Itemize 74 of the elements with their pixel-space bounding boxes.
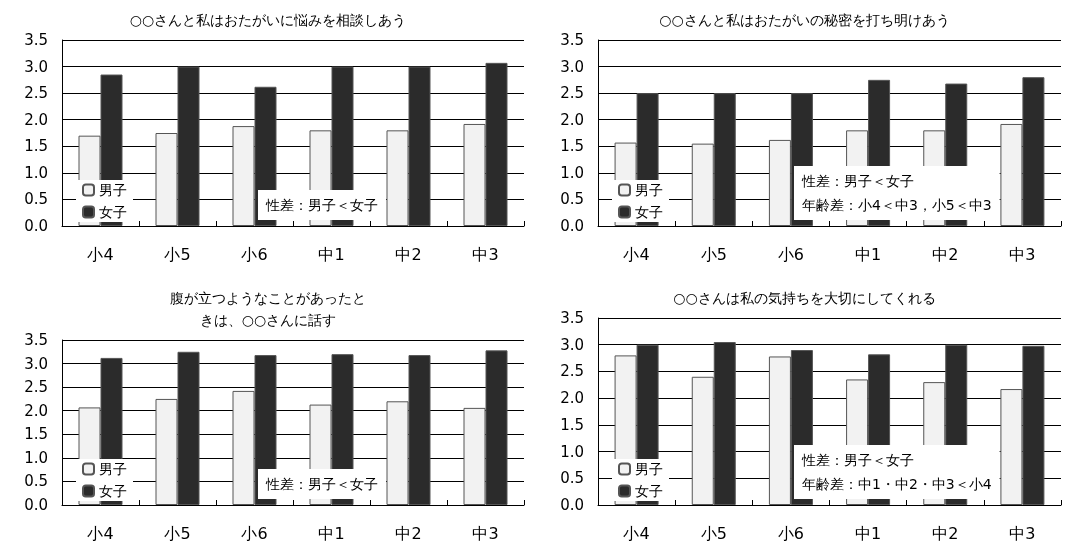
x-tick-label: 小4 xyxy=(623,523,650,543)
y-tick-label: 3.5 xyxy=(560,309,584,327)
chart-title: ○○さんと私はおたがいの秘密を打ち明けあう xyxy=(659,12,950,28)
y-tick-label: 2.0 xyxy=(560,389,584,408)
y-tick-label: 2.0 xyxy=(24,110,48,129)
y-tick-label: 1.0 xyxy=(560,442,584,461)
y-tick-label: 0.0 xyxy=(24,496,48,514)
y-tick-label: 1.0 xyxy=(24,448,48,467)
y-tick-label: 1.0 xyxy=(560,163,584,182)
legend-label: 男子 xyxy=(99,182,127,198)
x-tick-label: 中1 xyxy=(854,523,882,543)
x-tick-label: 小4 xyxy=(623,244,650,264)
x-tick-label: 中2 xyxy=(395,523,422,543)
y-tick-label: 1.5 xyxy=(24,137,48,156)
x-tick-label: 中1 xyxy=(318,523,345,543)
y-tick-label: 0.5 xyxy=(24,190,48,209)
x-tick-label: 中1 xyxy=(318,244,345,264)
y-tick-label: 2.5 xyxy=(560,362,584,381)
legend-label: 女子 xyxy=(635,483,663,499)
legend-label: 男子 xyxy=(635,461,663,477)
x-tick-label: 中2 xyxy=(932,523,959,543)
x-tick-label: 小5 xyxy=(700,523,727,543)
x-tick-label: 小4 xyxy=(87,244,114,264)
y-tick-label: 1.5 xyxy=(24,425,48,444)
legend-label: 女子 xyxy=(99,483,127,499)
y-tick-label: 2.0 xyxy=(24,401,48,420)
x-tick-label: 中3 xyxy=(472,244,499,264)
x-tick-label: 中2 xyxy=(395,244,422,264)
x-tick-label: 小5 xyxy=(164,523,191,543)
x-tick-label: 中2 xyxy=(932,244,959,264)
chart-title: ○○さんと私はおたがいに悩みを相談しあう xyxy=(129,12,407,28)
x-tick-label: 小6 xyxy=(777,244,805,264)
y-tick-label: 2.0 xyxy=(560,110,584,129)
annotation: 年齢差：小4＜中3，小5＜中3 xyxy=(802,197,992,213)
legend-label: 男子 xyxy=(635,182,663,198)
x-tick-label: 小6 xyxy=(777,523,805,543)
annotation: 性差：男子＜女子 xyxy=(265,476,378,492)
y-tick-label: 1.0 xyxy=(24,163,48,182)
y-tick-label: 0.5 xyxy=(560,190,584,209)
y-tick-label: 1.5 xyxy=(560,137,584,156)
y-tick-label: 2.5 xyxy=(24,378,48,397)
annotation: 性差：男子＜女子 xyxy=(265,197,378,213)
y-tick-label: 3.5 xyxy=(560,31,584,49)
y-tick-label: 1.5 xyxy=(560,415,584,434)
x-tick-label: 小6 xyxy=(241,523,268,543)
y-tick-label: 3.0 xyxy=(560,57,584,76)
y-tick-label: 0.5 xyxy=(560,469,584,488)
annotation: 性差：男子＜女子 xyxy=(801,173,914,189)
legend-label: 女子 xyxy=(99,204,127,220)
x-tick-label: 中3 xyxy=(472,523,499,543)
y-tick-label: 3.5 xyxy=(24,31,48,49)
legend-label: 男子 xyxy=(99,461,127,477)
y-tick-label: 0.5 xyxy=(24,472,48,491)
annotation: 性差：男子＜女子 xyxy=(801,452,914,468)
y-tick-label: 3.0 xyxy=(24,57,48,76)
y-tick-label: 2.5 xyxy=(24,84,48,103)
legend-label: 女子 xyxy=(635,204,663,220)
y-tick-label: 3.5 xyxy=(24,331,48,349)
y-tick-label: 0.0 xyxy=(560,496,584,514)
x-tick-label: 小4 xyxy=(87,523,114,543)
chart-title: 腹が立つようなことがあったときは、○○さんに話す xyxy=(170,290,366,328)
x-tick-label: 中3 xyxy=(1009,244,1036,264)
x-tick-label: 小6 xyxy=(241,244,268,264)
y-tick-label: 3.0 xyxy=(560,335,584,354)
y-tick-label: 0.0 xyxy=(24,217,48,235)
x-tick-label: 中3 xyxy=(1009,523,1036,543)
x-tick-label: 小5 xyxy=(164,244,191,264)
x-tick-label: 中1 xyxy=(854,244,882,264)
y-tick-label: 0.0 xyxy=(560,217,584,235)
annotation: 年齢差：中1・中2・中3＜小4 xyxy=(802,476,992,492)
y-tick-label: 3.0 xyxy=(24,354,48,373)
x-tick-label: 小5 xyxy=(700,244,727,264)
chart-title: ○○さんは私の気持ちを大切にしてくれる xyxy=(673,290,936,306)
y-tick-label: 2.5 xyxy=(560,84,584,103)
